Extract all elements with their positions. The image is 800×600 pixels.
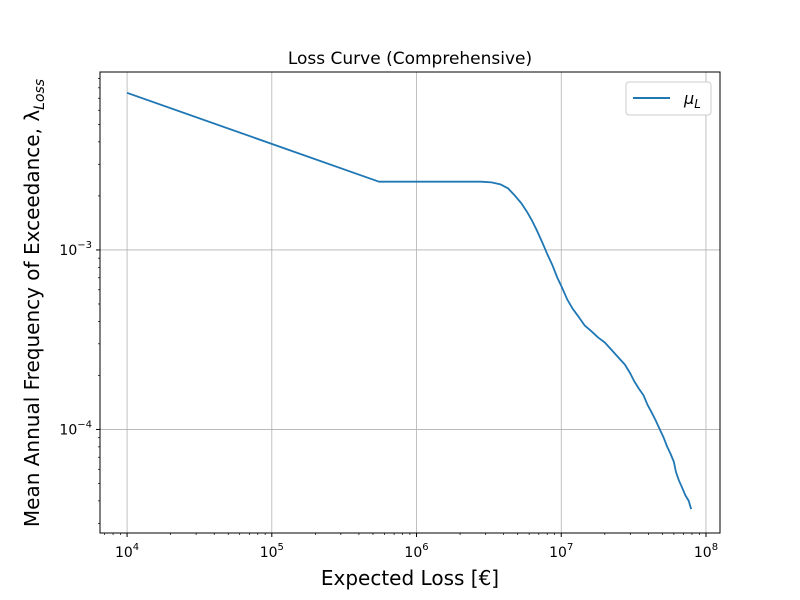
x-tick-label-base: 10 (694, 545, 712, 561)
x-tick-label: 107 (549, 542, 573, 561)
y-tick-label-base: 10 (59, 243, 77, 259)
legend-label-sub: L (694, 97, 701, 111)
x-tick-label-exp: 7 (567, 542, 573, 553)
x-tick-label-exp: 5 (278, 542, 284, 553)
x-tick-label: 104 (115, 542, 139, 561)
x-tick-label-base: 10 (404, 545, 422, 561)
x-tick-label: 106 (404, 542, 428, 561)
x-tick-label-base: 10 (260, 545, 278, 561)
y-axis-label-sub: Loss (32, 79, 48, 110)
y-tick-label: 10−3 (59, 240, 92, 259)
y-tick-label-exp: −3 (77, 240, 92, 251)
y-tick-label-exp: −4 (77, 419, 92, 430)
x-axis-label: Expected Loss [€] (321, 566, 499, 590)
x-tick-label: 105 (260, 542, 284, 561)
x-tick-label-base: 10 (115, 545, 133, 561)
x-tick-label-exp: 4 (133, 542, 139, 553)
chart-title: Loss Curve (Comprehensive) (288, 49, 532, 69)
legend-label-main: μ (683, 89, 694, 108)
x-tick-label-exp: 6 (422, 542, 428, 553)
ticks (96, 78, 707, 537)
legend-label: μL (683, 89, 701, 111)
x-tick-label-base: 10 (549, 545, 567, 561)
plot-frame (99, 71, 721, 534)
series-layer (126, 92, 693, 510)
legend: μL (625, 81, 712, 116)
y-axis-label: Mean Annual Frequency of Exceedance, λLo… (20, 79, 48, 527)
x-tick-label: 108 (694, 542, 718, 561)
y-axis-label-main: Mean Annual Frequency of Exceedance, λ (20, 110, 44, 527)
series-line-mu-l (126, 92, 693, 510)
grid (100, 72, 720, 533)
y-tick-label: 10−4 (59, 419, 92, 438)
x-tick-label-exp: 8 (712, 542, 718, 553)
y-tick-label-base: 10 (59, 422, 77, 438)
